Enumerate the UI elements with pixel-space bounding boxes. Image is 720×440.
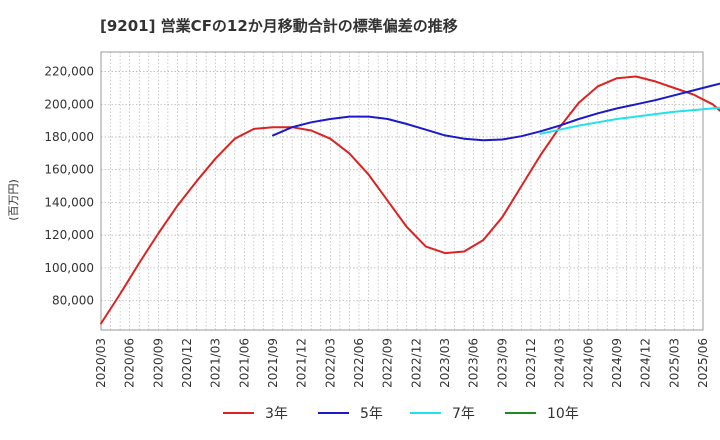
x-tick-label: 2025/06 [696,338,710,388]
y-tick-label: 100,000 [44,261,94,275]
x-tick-label: 2021/03 [209,338,223,388]
legend: 3年 5年 7年 10年 [223,406,579,422]
x-tick-label: 2024/12 [639,338,653,388]
y-axis-ticks: 80,000 100,000 120,000 140,000 160,000 180,00… [44,65,94,308]
y-tick-label: 220,000 [44,65,94,79]
series-line-3 [539,106,720,135]
y-tick-label: 180,000 [44,130,94,144]
x-tick-label: 2020/06 [123,338,137,388]
x-tick-label: 2023/03 [438,338,452,388]
y-tick-label: 80,000 [52,294,94,308]
x-tick-label: 2022/06 [352,338,366,388]
plot-frame [100,51,704,331]
x-tick-label: 2023/09 [495,338,509,388]
x-tick-label: 2022/09 [381,338,395,388]
x-tick-label: 2024/06 [581,338,595,388]
x-tick-label: 2025/03 [667,338,681,388]
legend-label-1: 3年 [265,406,288,422]
x-tick-label: 2022/03 [323,338,337,388]
chart-title: [9201] 営業CFの12か月移動合計の標準偏差の推移 [100,17,458,35]
x-tick-label: 2021/12 [295,338,309,388]
x-tick-label: 2021/06 [237,338,251,388]
y-tick-label: 200,000 [44,97,94,111]
y-tick-label: 160,000 [44,163,94,177]
x-tick-label: 2024/03 [553,338,567,388]
x-tick-label: 2020/09 [151,338,165,388]
y-tick-label: 120,000 [44,228,94,242]
x-axis-ticks: 2020/03 2020/06 2020/09 2020/12 2021/03 2021/… [94,338,710,388]
series-line-2 [272,82,720,142]
x-tick-label: 2020/03 [94,338,108,388]
x-tick-label: 2021/09 [266,338,280,388]
legend-label-4: 10年 [547,406,579,422]
x-tick-label: 2020/12 [180,338,194,388]
x-tick-label: 2024/09 [610,338,624,388]
x-tick-label: 2023/12 [524,338,538,388]
x-tick-label: 2023/06 [467,338,481,388]
grid [100,52,704,330]
x-tick-label: 2022/12 [409,338,423,388]
legend-label-2: 5年 [360,406,383,422]
legend-label-3: 7年 [452,406,475,422]
y-tick-label: 140,000 [44,195,94,209]
series-lines [100,75,720,325]
series-line-1 [100,75,720,325]
y-axis-label: (百万円) [7,179,20,221]
